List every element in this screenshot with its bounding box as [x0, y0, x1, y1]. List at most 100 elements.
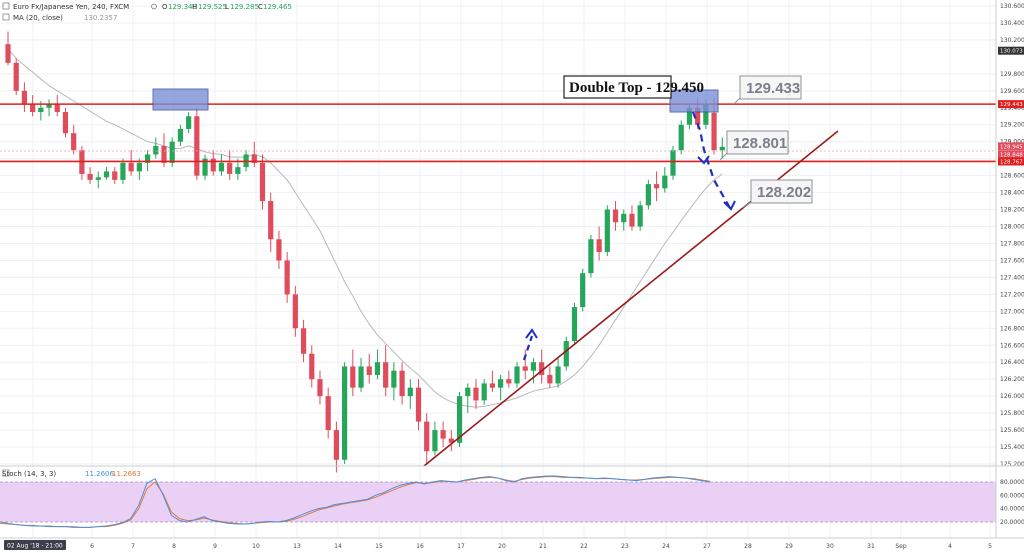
candle-body [210, 158, 216, 172]
candle-body [46, 103, 52, 108]
candle [489, 370, 495, 392]
x-tick-label: 5 [988, 543, 992, 550]
stoch-k-line [0, 475, 711, 528]
candle-body [653, 184, 660, 189]
candle [87, 167, 93, 185]
candle-body [604, 209, 610, 252]
y-tick-label: 129.400 [1000, 105, 1024, 112]
candle-body [300, 328, 307, 354]
price-tag-label: 128.767 [1000, 159, 1023, 165]
x-tick-label: 15 [375, 543, 383, 550]
candle [194, 107, 200, 180]
ohlc-open-key: O [162, 3, 168, 11]
candle-body [580, 273, 586, 308]
candle-body [686, 107, 693, 125]
price-tag [998, 142, 1024, 151]
price-grid [0, 0, 996, 538]
candle-body [144, 154, 151, 163]
y-tick-label: 127.800 [1000, 240, 1024, 247]
candle [539, 349, 545, 384]
candle [259, 154, 266, 210]
top-zone-left [152, 88, 209, 111]
moving-average-line [7, 48, 723, 408]
x-tick-label: 30 [826, 543, 834, 550]
candle [662, 167, 668, 193]
eye-icon[interactable] [151, 3, 157, 10]
candle [383, 345, 389, 397]
candle-body [103, 171, 110, 178]
candle-body [120, 162, 126, 180]
candle [580, 268, 586, 312]
stoch-tick-label: 60.0000 [1000, 492, 1024, 499]
candle-body [448, 438, 454, 443]
x-tick-label: 24 [662, 543, 670, 550]
ohlc-close-key: C [258, 3, 263, 11]
ohlc-high-key: H [192, 3, 197, 11]
candle [46, 99, 52, 117]
candle-body [87, 173, 93, 180]
y-tick-label: 127.000 [1000, 308, 1024, 315]
candle-body [555, 366, 561, 384]
y-tick-label: 125.200 [1000, 461, 1024, 468]
x-tick-label: 02 Aug '18 - 21:00 [7, 543, 63, 550]
x-tick-label: 8 [172, 543, 176, 550]
candle [54, 95, 60, 117]
stochastic-pane [0, 481, 996, 523]
x-tick-label: 16 [416, 543, 424, 550]
candle [637, 201, 643, 231]
candle-body [415, 387, 422, 422]
candle-body [21, 90, 28, 104]
candle-body [292, 294, 298, 329]
candle-body [5, 44, 11, 63]
candle [309, 345, 315, 388]
candle [292, 285, 298, 337]
x-tick-label: 6 [90, 543, 94, 550]
candle [563, 336, 569, 371]
candle-body [670, 150, 676, 176]
candle-body [612, 209, 619, 223]
candle [391, 362, 397, 401]
candle [440, 421, 446, 448]
candle-body [268, 201, 274, 240]
candle [276, 230, 282, 269]
symbol-title: Euro Fx/Japanese Yen, 240, FXCM [13, 3, 129, 11]
candle [62, 107, 69, 138]
x-tick-label: 31 [867, 543, 875, 550]
candle [645, 179, 651, 210]
candle-body [498, 379, 504, 388]
ma-collapse-icon[interactable] [2, 13, 10, 21]
candle [317, 370, 323, 405]
candle [342, 362, 348, 464]
ohlc-low-key: L [225, 3, 229, 11]
candle-body [399, 370, 405, 397]
x-tick-label: 22 [580, 543, 588, 550]
candle-body [202, 158, 208, 176]
stoch-collapse-icon[interactable] [2, 469, 10, 477]
y-tick-label: 129.800 [1000, 71, 1024, 78]
price-tag-label: 130.073 [1000, 49, 1023, 55]
price-tag [998, 157, 1024, 166]
candle-body [276, 239, 282, 261]
x-tick-label: 27 [703, 543, 711, 550]
candle [112, 167, 118, 185]
candle-body [695, 107, 701, 125]
candle-body [489, 383, 495, 388]
candle-body [333, 430, 339, 460]
candle-body [424, 421, 430, 452]
candle-body [703, 103, 709, 125]
candle-body [128, 162, 134, 172]
candle-body [711, 112, 717, 151]
y-tick-label: 126.400 [1000, 359, 1024, 366]
collapse-icon[interactable] [2, 2, 10, 10]
candle-body [563, 341, 569, 367]
y-tick-label: 127.600 [1000, 257, 1024, 264]
candle-body [539, 362, 545, 375]
candle-body [571, 307, 578, 342]
candle-body [62, 112, 69, 134]
price-tag-label: 129.443 [1000, 102, 1023, 108]
stoch-d-value: 11.2663 [112, 470, 141, 478]
drawings [0, 75, 996, 467]
stoch-tick-label: 20.0000 [1000, 519, 1024, 526]
